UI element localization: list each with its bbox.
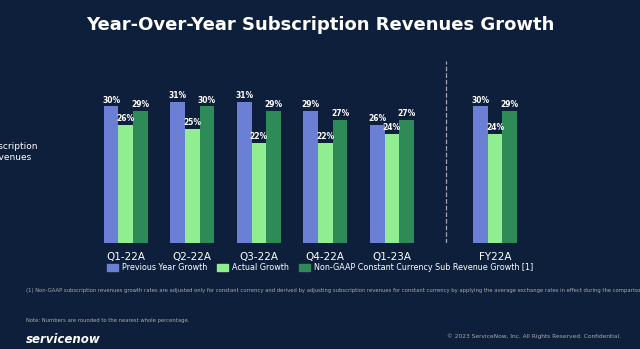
- Bar: [237, 102, 252, 243]
- Bar: [473, 106, 488, 243]
- Text: © 2023 ServiceNow, Inc. All Rights Reserved. Confidential.: © 2023 ServiceNow, Inc. All Rights Reser…: [447, 333, 621, 339]
- Text: 29%: 29%: [500, 100, 518, 109]
- Text: 24%: 24%: [486, 123, 504, 132]
- Bar: [318, 143, 333, 243]
- Text: 30%: 30%: [198, 96, 216, 105]
- Bar: [118, 125, 133, 243]
- Text: servicenow: servicenow: [26, 333, 100, 346]
- Text: 25%: 25%: [183, 118, 202, 127]
- Text: 26%: 26%: [116, 114, 135, 123]
- Bar: [488, 134, 502, 243]
- Bar: [104, 106, 118, 243]
- Text: 31%: 31%: [168, 91, 187, 100]
- Text: 27%: 27%: [331, 109, 349, 118]
- Text: 30%: 30%: [102, 96, 120, 105]
- Text: 22%: 22%: [250, 132, 268, 141]
- Text: 29%: 29%: [131, 100, 150, 109]
- Text: 27%: 27%: [397, 109, 415, 118]
- Bar: [385, 134, 399, 243]
- Bar: [170, 102, 185, 243]
- Text: Note: Numbers are rounded to the nearest whole percentage.: Note: Numbers are rounded to the nearest…: [26, 318, 189, 322]
- Text: 26%: 26%: [368, 114, 387, 123]
- Text: 29%: 29%: [301, 100, 320, 109]
- Bar: [266, 111, 281, 243]
- Bar: [333, 120, 348, 243]
- Bar: [133, 111, 148, 243]
- Text: 29%: 29%: [264, 100, 282, 109]
- Bar: [200, 106, 214, 243]
- Bar: [252, 143, 266, 243]
- Text: 31%: 31%: [235, 91, 253, 100]
- Bar: [370, 125, 385, 243]
- Bar: [399, 120, 414, 243]
- Text: Year-Over-Year Subscription Revenues Growth: Year-Over-Year Subscription Revenues Gro…: [86, 16, 554, 34]
- Bar: [502, 111, 517, 243]
- Bar: [185, 129, 200, 243]
- Bar: [303, 111, 318, 243]
- Text: Subscription
Revenues: Subscription Revenues: [0, 142, 38, 162]
- Text: 24%: 24%: [383, 123, 401, 132]
- Text: (1) Non-GAAP subscription revenues growth rates are adjusted only for constant c: (1) Non-GAAP subscription revenues growt…: [26, 288, 640, 293]
- Text: 22%: 22%: [316, 132, 335, 141]
- Text: 30%: 30%: [471, 96, 490, 105]
- Legend: Previous Year Growth, Actual Growth, Non-GAAP Constant Currency Sub Revenue Grow: Previous Year Growth, Actual Growth, Non…: [104, 260, 536, 276]
